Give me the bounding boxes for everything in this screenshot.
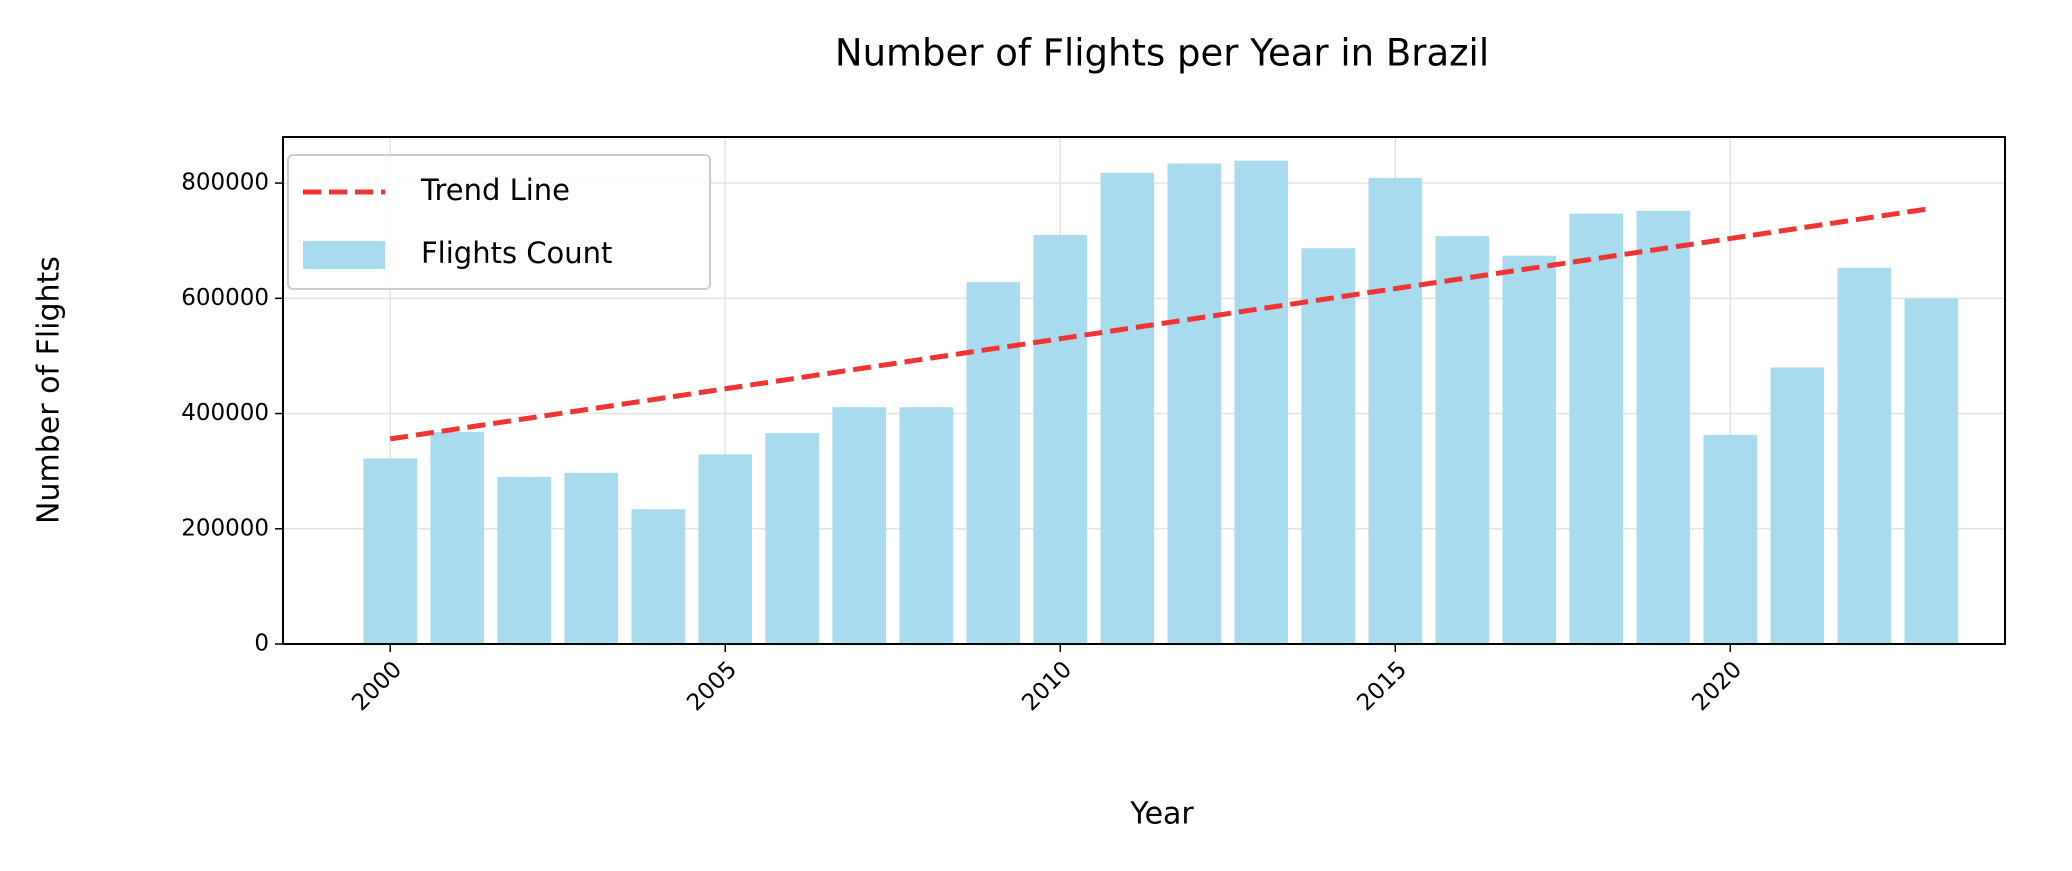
legend: Trend Line Flights Count bbox=[287, 154, 711, 290]
y-tick-label: 800000 bbox=[181, 170, 269, 196]
bar bbox=[698, 454, 753, 644]
bar bbox=[1301, 248, 1356, 644]
y-tick-label: 200000 bbox=[181, 515, 269, 541]
bar bbox=[1502, 255, 1557, 645]
bar bbox=[1167, 163, 1222, 645]
bar bbox=[1837, 267, 1892, 644]
bar bbox=[1636, 210, 1691, 644]
x-tick-label: 2015 bbox=[1352, 656, 1412, 716]
bar bbox=[1703, 434, 1758, 644]
bar bbox=[899, 407, 954, 644]
y-axis-label: Number of Flights bbox=[32, 256, 67, 524]
plot-frame bbox=[282, 136, 2006, 645]
bar bbox=[832, 407, 887, 644]
legend-swatch bbox=[303, 241, 385, 269]
legend-frame bbox=[287, 154, 711, 290]
bar bbox=[1435, 236, 1490, 644]
bar bbox=[1100, 172, 1155, 644]
bar bbox=[1234, 160, 1289, 645]
x-tick-label: 2010 bbox=[1017, 656, 1077, 716]
bar bbox=[1569, 213, 1624, 644]
bar bbox=[430, 431, 485, 644]
bar bbox=[1770, 367, 1825, 644]
bar bbox=[966, 282, 1021, 644]
legend-label: Trend Line bbox=[420, 173, 570, 207]
bar bbox=[631, 509, 686, 644]
x-axis-label: Year bbox=[1129, 797, 1194, 832]
bar bbox=[564, 472, 619, 644]
x-tick-label: 2020 bbox=[1687, 656, 1747, 716]
bar bbox=[1904, 298, 1959, 644]
bar bbox=[765, 433, 820, 644]
y-tick-label: 0 bbox=[254, 631, 269, 657]
bar bbox=[1368, 177, 1423, 644]
bar bbox=[497, 476, 552, 644]
bar bbox=[1033, 234, 1088, 644]
bar bbox=[363, 458, 418, 644]
x-tick-label: 2000 bbox=[347, 656, 407, 716]
x-tick-label: 2005 bbox=[682, 656, 742, 716]
legend-label: Flights Count bbox=[421, 236, 612, 270]
y-tick-label: 400000 bbox=[181, 400, 269, 426]
y-tick-label: 600000 bbox=[181, 285, 269, 311]
chart-title: Number of Flights per Year in Brazil bbox=[835, 32, 1489, 75]
